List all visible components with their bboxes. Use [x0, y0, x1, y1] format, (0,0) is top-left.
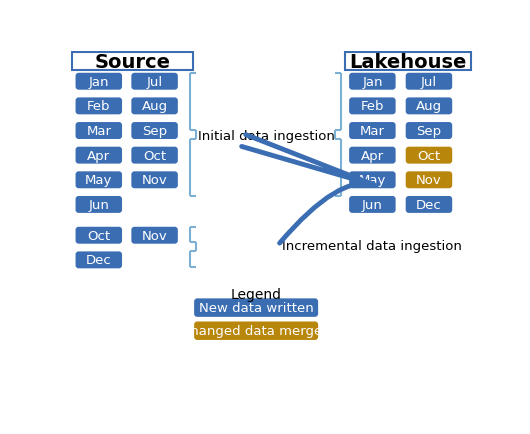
FancyBboxPatch shape [76, 197, 122, 214]
Text: Jan: Jan [362, 76, 383, 89]
FancyBboxPatch shape [76, 227, 122, 244]
Text: Nov: Nov [416, 174, 442, 187]
Text: Sep: Sep [142, 125, 167, 138]
FancyBboxPatch shape [405, 147, 452, 164]
FancyBboxPatch shape [405, 197, 452, 214]
Text: Changed data merged: Changed data merged [181, 325, 331, 337]
FancyBboxPatch shape [194, 299, 318, 317]
Text: Apr: Apr [361, 149, 384, 162]
FancyBboxPatch shape [349, 74, 395, 91]
Text: New data written: New data written [199, 302, 314, 314]
FancyBboxPatch shape [349, 172, 395, 189]
Text: Incremental data ingestion: Incremental data ingestion [282, 239, 462, 252]
Text: May: May [85, 174, 112, 187]
FancyBboxPatch shape [405, 98, 452, 115]
FancyBboxPatch shape [76, 252, 122, 269]
Text: Dec: Dec [86, 254, 112, 267]
Text: Jul: Jul [421, 76, 437, 89]
FancyBboxPatch shape [131, 123, 178, 140]
FancyBboxPatch shape [405, 123, 452, 140]
FancyBboxPatch shape [194, 322, 318, 340]
Text: Dec: Dec [416, 198, 442, 211]
FancyBboxPatch shape [131, 74, 178, 91]
FancyBboxPatch shape [405, 172, 452, 189]
Text: Oct: Oct [143, 149, 166, 162]
FancyBboxPatch shape [131, 98, 178, 115]
Text: May: May [359, 174, 386, 187]
FancyBboxPatch shape [131, 172, 178, 189]
FancyBboxPatch shape [76, 147, 122, 164]
FancyBboxPatch shape [76, 74, 122, 91]
FancyBboxPatch shape [349, 147, 395, 164]
FancyBboxPatch shape [349, 98, 395, 115]
Text: Apr: Apr [87, 149, 110, 162]
FancyBboxPatch shape [131, 227, 178, 244]
FancyBboxPatch shape [76, 172, 122, 189]
Text: Aug: Aug [416, 100, 442, 113]
FancyBboxPatch shape [76, 123, 122, 140]
Text: Aug: Aug [142, 100, 167, 113]
Text: Nov: Nov [142, 229, 167, 242]
Text: Feb: Feb [87, 100, 111, 113]
Text: Mar: Mar [86, 125, 111, 138]
Text: Oct: Oct [418, 149, 440, 162]
FancyBboxPatch shape [349, 197, 395, 214]
Text: Mar: Mar [360, 125, 385, 138]
FancyBboxPatch shape [349, 123, 395, 140]
Text: Lakehouse: Lakehouse [349, 53, 467, 72]
FancyBboxPatch shape [73, 53, 192, 71]
Text: Source: Source [94, 53, 171, 72]
Text: Initial data ingestion: Initial data ingestion [198, 130, 334, 143]
Text: Nov: Nov [142, 174, 167, 187]
Text: Sep: Sep [417, 125, 441, 138]
Text: Feb: Feb [360, 100, 384, 113]
Text: Jan: Jan [89, 76, 109, 89]
FancyBboxPatch shape [405, 74, 452, 91]
Text: Oct: Oct [87, 229, 110, 242]
FancyBboxPatch shape [76, 98, 122, 115]
FancyBboxPatch shape [345, 53, 471, 71]
Text: Jul: Jul [146, 76, 163, 89]
Text: Jun: Jun [362, 198, 383, 211]
FancyBboxPatch shape [131, 147, 178, 164]
Text: Legend: Legend [231, 287, 281, 301]
Text: Jun: Jun [89, 198, 109, 211]
